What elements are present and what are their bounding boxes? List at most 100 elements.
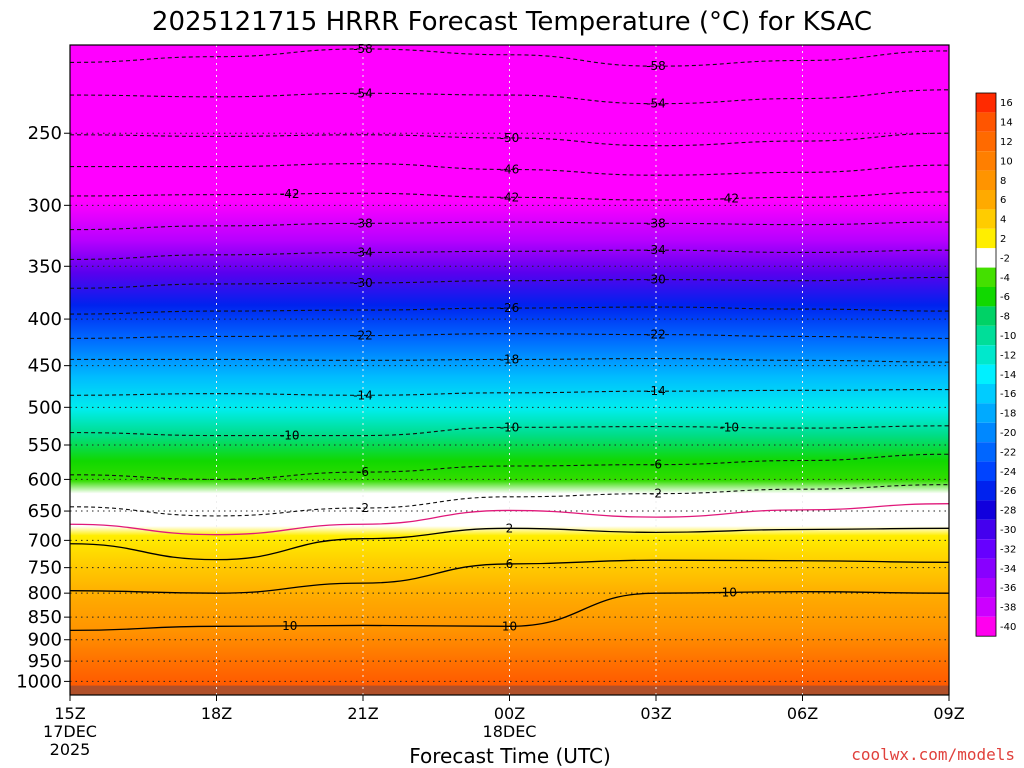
y-tick-label: 250	[28, 123, 62, 144]
colorbar-swatch	[976, 539, 996, 559]
colorbar-swatch	[976, 306, 996, 326]
y-tick-label: 300	[28, 195, 62, 216]
colorbar-swatch	[976, 597, 996, 617]
colorbar-label: -16	[1000, 389, 1016, 400]
x-tick-sublabel: 2025	[50, 740, 91, 759]
colorbar-label: 6	[1000, 195, 1006, 206]
y-tick-label: 550	[28, 435, 62, 456]
colorbar-label: -34	[1000, 564, 1016, 575]
colorbar-label: -6	[1000, 292, 1010, 303]
grid	[69, 45, 950, 695]
x-tick-label: 15Z	[54, 704, 85, 723]
x-tick-label: 03Z	[640, 704, 671, 723]
contour-label: -58	[646, 59, 666, 73]
contour-label: -38	[353, 216, 373, 230]
colorbar-label: -2	[1000, 253, 1010, 264]
contour-label: -26	[500, 301, 520, 315]
chart-title: 2025121715 HRRR Forecast Temperature (°C…	[152, 7, 872, 37]
colorbar-label: 12	[1000, 137, 1013, 148]
contour-label: 10	[502, 619, 517, 633]
colorbar-swatch	[976, 384, 996, 404]
colorbar-swatch	[976, 461, 996, 481]
x-axis-label: Forecast Time (UTC)	[409, 744, 611, 768]
colorbar-swatch	[976, 519, 996, 540]
colorbar-label: -24	[1000, 467, 1016, 478]
colorbar-swatch	[976, 93, 996, 113]
x-tick-label: 21Z	[347, 704, 378, 723]
colorbar-swatch	[976, 578, 996, 598]
contour-label: -34	[646, 243, 666, 257]
colorbar-swatch	[976, 248, 996, 268]
colorbar-label: -10	[1000, 331, 1016, 342]
contour-label: -6	[357, 465, 369, 479]
contour-label: 2	[506, 521, 514, 535]
y-tick-label: 750	[28, 558, 62, 579]
contour-label: -42	[280, 187, 300, 201]
y-axis: 2503003504004505005506006507007508008509…	[16, 123, 70, 692]
colorbar-swatch	[976, 403, 996, 423]
colorbar-label: 14	[1000, 118, 1013, 129]
colorbar-swatch	[976, 209, 996, 229]
colorbar-swatch	[976, 345, 996, 365]
colorbar-swatch	[976, 131, 996, 152]
contour-label: -30	[353, 276, 373, 290]
colorbar-swatch	[976, 228, 996, 249]
contour-line	[69, 591, 950, 632]
colorbar-label: -14	[1000, 370, 1016, 381]
colorbar-label: 4	[1000, 215, 1006, 226]
contour-label: -38	[646, 216, 666, 230]
y-tick-label: 600	[28, 469, 62, 490]
x-tick-label: 06Z	[787, 704, 818, 723]
contour-line	[69, 527, 950, 561]
contour-label: -54	[646, 97, 666, 111]
contour-label: 10	[282, 619, 297, 633]
contour-label: -2	[357, 501, 369, 515]
contour-label: -14	[646, 384, 666, 398]
contour-label: -18	[500, 352, 520, 366]
colorbar-swatch	[976, 190, 996, 210]
colorbar-label: 10	[1000, 156, 1013, 167]
contours: -58 -58 -54 -54 -50 -46 -42 -42 -42 -38 -38 -34 -34 -…	[69, 42, 950, 633]
x-tick-label: 18Z	[201, 704, 232, 723]
contour-line	[69, 559, 950, 594]
colorbar-swatch	[976, 500, 996, 520]
colorbar-label: -30	[1000, 525, 1016, 536]
colorbar-swatch	[976, 481, 996, 501]
colorbar-label: -8	[1000, 312, 1010, 323]
contour-label: -22	[353, 329, 373, 343]
contour-label: -46	[500, 162, 520, 176]
contour-label: -2	[650, 487, 662, 501]
contour-label: 10	[722, 585, 737, 599]
contour-label: -10	[719, 420, 739, 434]
colorbar-label: -20	[1000, 428, 1016, 439]
colorbar-label: -22	[1000, 447, 1016, 458]
colorbar-frame	[975, 92, 997, 637]
colorbar-label: -40	[1000, 622, 1016, 633]
colorbar-swatch	[976, 112, 996, 132]
plot-area: -58 -58 -54 -54 -50 -46 -42 -42 -42 -38 -38 -34 -34 -…	[69, 42, 950, 696]
colorbar-label: -4	[1000, 273, 1010, 284]
colorbar-swatch	[976, 616, 996, 637]
x-tick-label: 09Z	[933, 704, 964, 723]
contour-label: -6	[650, 458, 662, 472]
colorbar-label: 16	[1000, 98, 1013, 109]
x-tick-label: 00Z	[494, 704, 525, 723]
y-tick-label: 400	[28, 309, 62, 330]
colorbar-swatch	[976, 267, 996, 287]
colorbar-swatch	[976, 442, 996, 462]
y-tick-label: 700	[28, 530, 62, 551]
y-tick-label: 650	[28, 501, 62, 522]
contour-label: -14	[353, 388, 373, 402]
credit-text: coolwx.com/models	[851, 745, 1015, 764]
colorbar-label: -18	[1000, 409, 1016, 420]
colorbar-label: 8	[1000, 176, 1006, 187]
contour-label: -30	[646, 273, 666, 287]
y-tick-label: 350	[28, 256, 62, 277]
colorbar-label: -32	[1000, 544, 1016, 555]
colorbar-label: -26	[1000, 486, 1016, 497]
colorbar-label: -36	[1000, 583, 1016, 594]
colorbar-swatch	[976, 558, 996, 578]
contour-label: -22	[646, 328, 666, 342]
